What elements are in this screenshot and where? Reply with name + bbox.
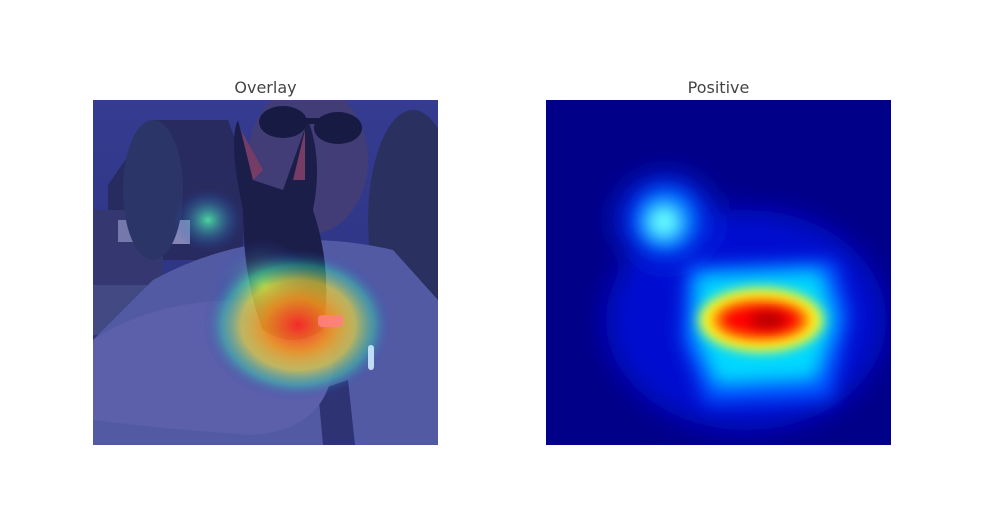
positive-heatmap <box>546 100 891 445</box>
positive-heatmap-svg <box>546 100 891 445</box>
positive-panel-title: Positive <box>687 78 750 97</box>
overlay-panel-title: Overlay <box>234 78 297 97</box>
overlay-image <box>93 100 438 445</box>
overlay-image-svg <box>93 100 438 445</box>
